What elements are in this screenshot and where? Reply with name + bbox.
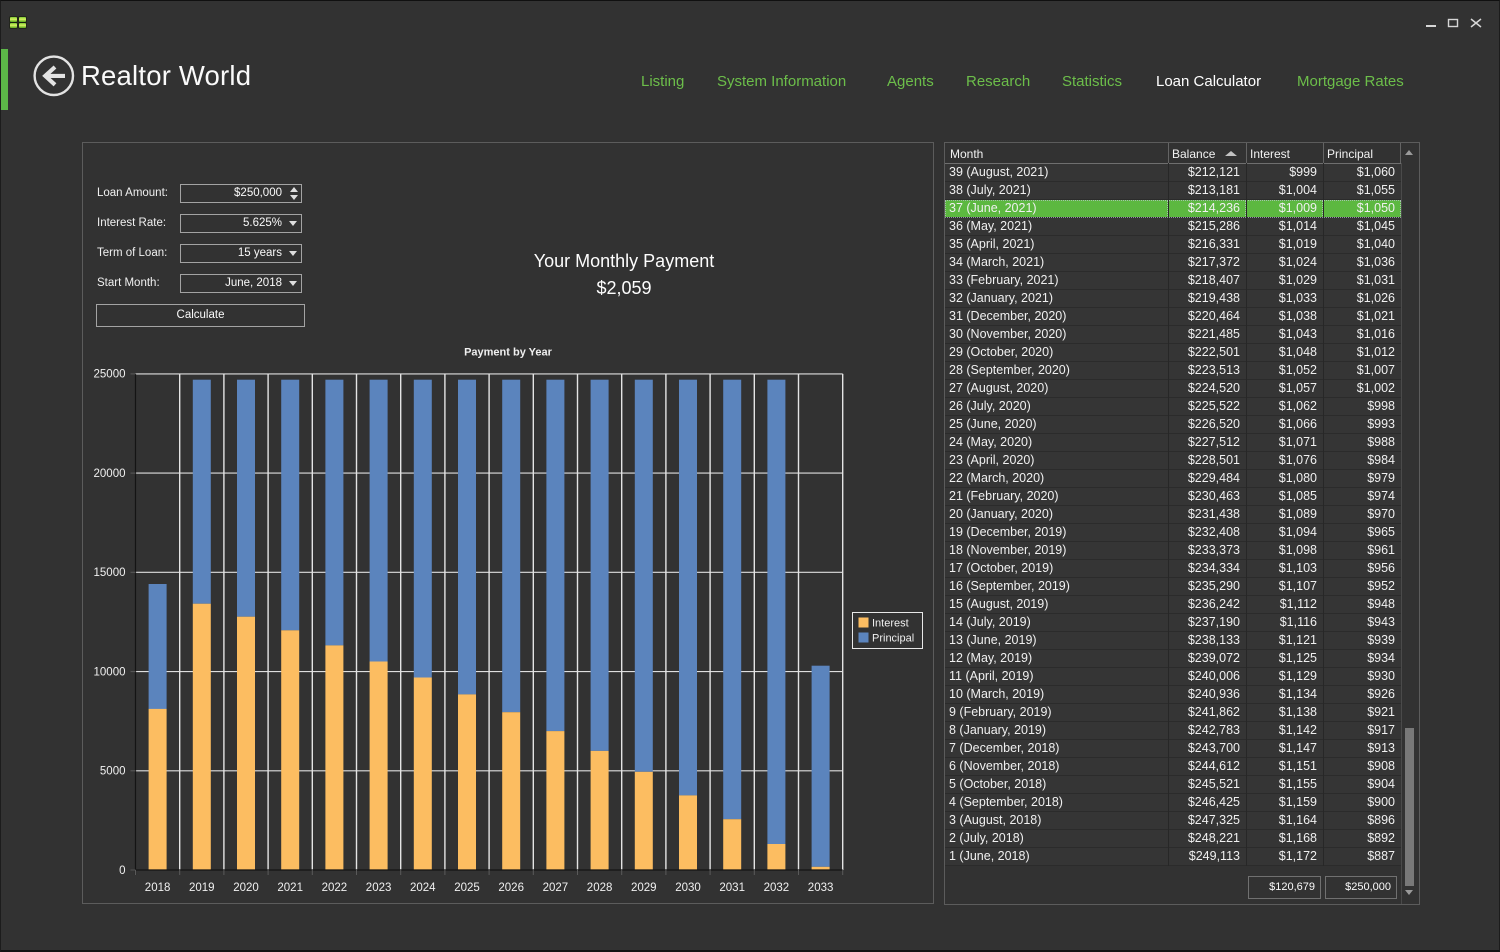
- svg-text:15000: 15000: [94, 567, 126, 579]
- svg-text:25000: 25000: [94, 369, 126, 381]
- svg-text:2031: 2031: [719, 882, 745, 894]
- svg-text:2020: 2020: [233, 882, 259, 894]
- svg-text:Principal: Principal: [872, 633, 914, 645]
- svg-text:2023: 2023: [366, 882, 392, 894]
- svg-text:0: 0: [119, 865, 125, 877]
- svg-text:Payment by Year: Payment by Year: [464, 347, 553, 359]
- svg-text:5000: 5000: [100, 766, 126, 778]
- svg-text:2018: 2018: [145, 882, 171, 894]
- svg-text:10000: 10000: [94, 666, 126, 678]
- svg-text:2026: 2026: [498, 882, 524, 894]
- svg-text:2033: 2033: [808, 882, 834, 894]
- svg-text:2027: 2027: [543, 882, 569, 894]
- svg-text:2030: 2030: [675, 882, 701, 894]
- svg-text:2028: 2028: [587, 882, 613, 894]
- svg-text:Interest: Interest: [872, 618, 909, 630]
- svg-text:2022: 2022: [322, 882, 348, 894]
- svg-text:2021: 2021: [277, 882, 303, 894]
- svg-text:20000: 20000: [94, 468, 126, 480]
- svg-text:2019: 2019: [189, 882, 215, 894]
- svg-text:2029: 2029: [631, 882, 657, 894]
- svg-text:2025: 2025: [454, 882, 480, 894]
- svg-text:2024: 2024: [410, 882, 436, 894]
- svg-text:2032: 2032: [764, 882, 790, 894]
